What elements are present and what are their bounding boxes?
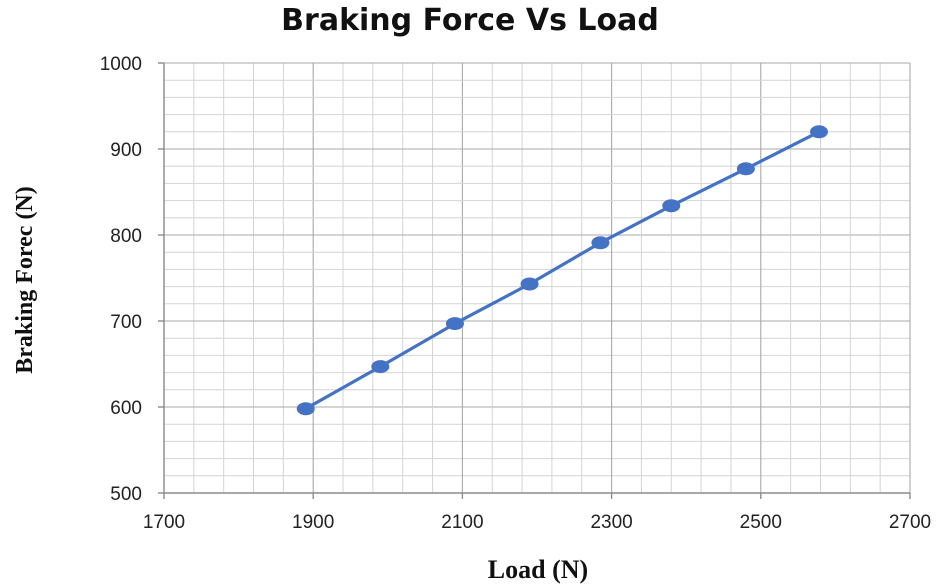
data-point [296, 402, 315, 416]
data-point [520, 277, 539, 291]
y-tick-label: 900 [110, 140, 142, 161]
y-tick-label: 500 [110, 484, 142, 505]
x-tick-label: 2100 [441, 512, 483, 533]
plot-axes [158, 62, 911, 499]
series-layer [296, 125, 828, 416]
y-tick-labels: 500 600 700 800 900 1000 [100, 54, 142, 505]
x-tick-label: 2500 [740, 512, 782, 533]
data-point [809, 125, 828, 139]
x-axis-label: Load (N) [488, 555, 588, 584]
y-tick-label: 700 [110, 312, 142, 333]
x-tick-label: 2300 [590, 512, 632, 533]
y-axis-label: Braking Forec (N) [12, 186, 38, 374]
y-tick-label: 1000 [100, 54, 142, 75]
data-point [371, 360, 390, 374]
x-tick-label: 1700 [143, 512, 185, 533]
grid-lines [163, 62, 911, 494]
data-point [591, 236, 610, 250]
y-tick-label: 800 [110, 226, 142, 247]
x-tick-label: 1900 [292, 512, 334, 533]
data-point [736, 162, 755, 176]
series-line [304, 130, 820, 411]
chart-title: Braking Force Vs Load [281, 3, 659, 38]
x-tick-label: 2700 [889, 512, 931, 533]
y-tick-label: 600 [110, 398, 142, 419]
data-point [662, 199, 681, 213]
x-tick-labels: 1700 1900 2100 2300 2500 2700 [143, 512, 931, 533]
data-point [445, 317, 464, 331]
